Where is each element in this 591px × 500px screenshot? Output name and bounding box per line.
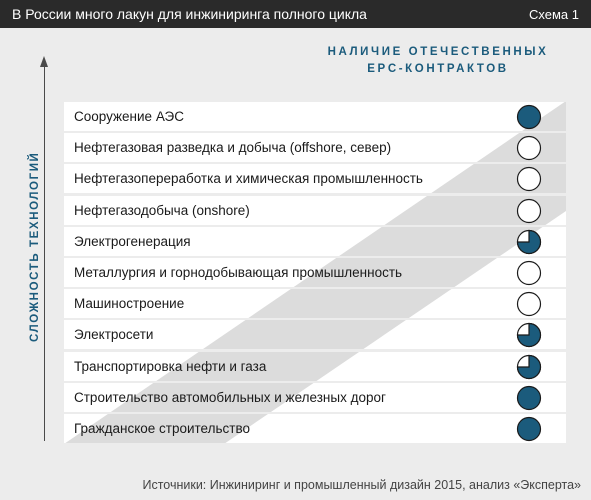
sector-row: Транспортировка нефти и газа: [64, 351, 566, 382]
sector-label: Сооружение АЭС: [74, 109, 184, 124]
empty-circle-icon: [516, 198, 542, 224]
sector-row: Сооружение АЭС: [64, 101, 566, 132]
figure-title: В России много лакун для инжиниринга пол…: [12, 6, 367, 22]
sector-row: Гражданское строительство: [64, 413, 566, 444]
row-background: [64, 102, 566, 131]
empty-circle-icon: [516, 166, 542, 192]
sector-row: Электрогенерация: [64, 226, 566, 257]
panel-background: [64, 102, 566, 443]
sector-label: Металлургия и горнодобывающая промышленн…: [74, 265, 403, 280]
sector-label: Электрогенерация: [74, 234, 191, 249]
axis-label: СЛОЖНОСТЬ ТЕХНОЛОГИЙ: [29, 151, 41, 342]
empty-circle-icon: [516, 260, 542, 286]
full-circle-icon: [516, 416, 542, 442]
three-quarter-circle-icon: [516, 229, 542, 255]
source-note: Источники: Инжиниринг и промышленный диз…: [142, 478, 581, 492]
scheme-label: Схема 1: [529, 6, 579, 22]
sector-row: Машиностроение: [64, 288, 566, 319]
sector-row: Нефтегазопереработка и химическая промыш…: [64, 163, 566, 194]
vertical-axis-line: [44, 66, 45, 441]
sector-label: Строительство автомобильных и железных д…: [74, 390, 386, 405]
sector-label: Машиностроение: [74, 296, 185, 311]
diagonal-stripe: [64, 102, 566, 443]
legend-line-1: НАЛИЧИЕ ОТЕЧЕСТВЕННЫХ: [327, 46, 549, 58]
sector-row: Строительство автомобильных и железных д…: [64, 382, 566, 413]
sector-label: Гражданское строительство: [74, 421, 250, 436]
sector-label: Нефтегазопереработка и химическая промыш…: [74, 171, 423, 186]
sector-label: Электросети: [74, 327, 154, 342]
legend-line-2: EPC-КОНТРАКТОВ: [367, 63, 509, 75]
row-background: [64, 133, 566, 162]
three-quarter-circle-icon: [516, 354, 542, 380]
legend-caption: НАЛИЧИЕ ОТЕЧЕСТВЕННЫХ EPC-КОНТРАКТОВ: [310, 44, 566, 78]
figure-header: В России много лакун для инжиниринга пол…: [0, 0, 591, 28]
three-quarter-circle-icon: [516, 322, 542, 348]
full-circle-icon: [516, 385, 542, 411]
sector-row: Нефтегазодобыча (onshore): [64, 195, 566, 226]
empty-circle-icon: [516, 135, 542, 161]
sector-label: Нефтегазовая разведка и добыча (offshore…: [74, 140, 392, 155]
sectors-panel: Сооружение АЭС Нефтегазовая разведка и до…: [64, 101, 566, 444]
sector-label: Транспортировка нефти и газа: [74, 359, 267, 374]
empty-circle-icon: [516, 291, 542, 317]
sector-row: Нефтегазовая разведка и добыча (offshore…: [64, 132, 566, 163]
sector-row: Металлургия и горнодобывающая промышленн…: [64, 257, 566, 288]
sector-label: Нефтегазодобыча (onshore): [74, 203, 250, 218]
axis-arrow-icon: [40, 56, 48, 67]
sector-row: Электросети: [64, 319, 566, 350]
full-circle-icon: [516, 104, 542, 130]
